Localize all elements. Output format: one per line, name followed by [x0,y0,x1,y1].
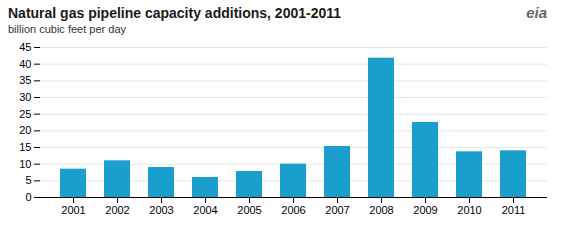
svg-text:20: 20 [19,124,31,136]
svg-text:2005: 2005 [237,204,261,216]
html-text:eia: eia [526,4,547,21]
svg-text:0: 0 [25,191,31,203]
svg-text:2004: 2004 [193,204,217,216]
html-text:Natural gas pipeline capacity: Natural gas pipeline capacity additions,… [8,5,341,21]
svg-text:2008: 2008 [369,204,393,216]
svg-text:45: 45 [19,41,31,53]
svg-text:35: 35 [19,74,31,86]
svg-text:2011: 2011 [502,204,526,216]
svg-text:2001: 2001 [61,204,85,216]
svg-text:2002: 2002 [105,204,129,216]
svg-text:15: 15 [19,141,31,153]
svg-text:2007: 2007 [325,204,349,216]
html-text:billion cubic feet per day: billion cubic feet per day [8,23,126,35]
svg-text:2003: 2003 [149,204,173,216]
svg-text:10: 10 [19,158,31,170]
svg-text:30: 30 [19,91,31,103]
svg-text:2010: 2010 [457,204,481,216]
svg-text:2006: 2006 [281,204,305,216]
svg-text:25: 25 [19,108,31,120]
svg-text:40: 40 [19,58,31,70]
svg-text:2009: 2009 [413,204,437,216]
svg-text:5: 5 [25,174,31,186]
